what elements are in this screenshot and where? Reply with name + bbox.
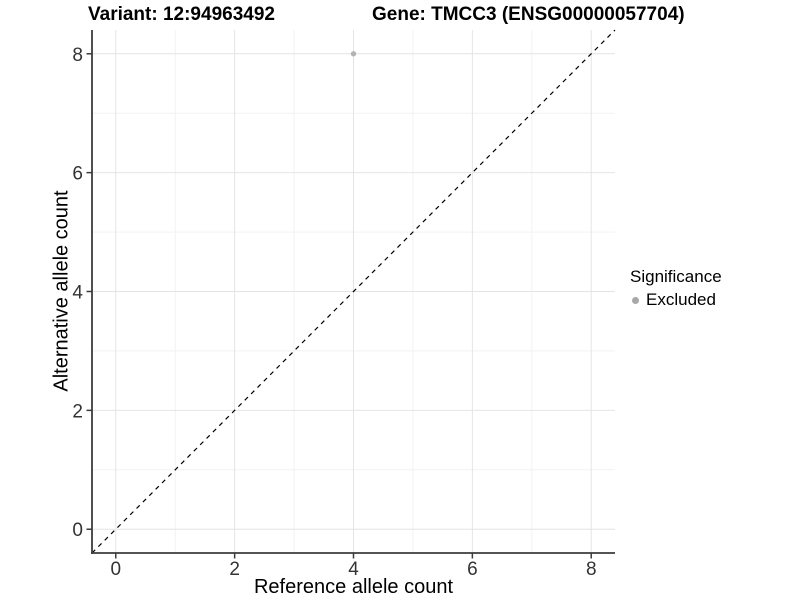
x-tick-label: 4: [348, 559, 359, 580]
legend: Significance Excluded: [630, 266, 722, 310]
y-axis-title: Alternative allele count: [50, 190, 73, 392]
x-tick-label: 8: [586, 559, 597, 580]
y-tick-label: 8: [72, 45, 83, 66]
x-tick-label: 6: [467, 559, 478, 580]
y-tick-label: 2: [72, 401, 83, 422]
y-tick-label: 6: [72, 164, 83, 185]
legend-title: Significance: [630, 267, 722, 286]
identity-reference-line: [91, 29, 616, 554]
data-point: [350, 51, 357, 57]
plot-title-gene: Gene: TMCC3 (ENSG00000057704): [372, 4, 685, 25]
x-tick-label: 2: [229, 559, 240, 580]
y-tick-label: 0: [72, 520, 83, 541]
y-tick-label: 4: [72, 283, 83, 304]
x-tick-label: 0: [110, 559, 121, 580]
legend-point-icon: [632, 296, 639, 304]
legend-item-excluded: Excluded: [630, 290, 722, 310]
legend-item-label: Excluded: [646, 290, 716, 309]
plot-title-variant: Variant: 12:94963492: [88, 4, 275, 25]
x-axis-title: Reference allele count: [253, 576, 453, 598]
